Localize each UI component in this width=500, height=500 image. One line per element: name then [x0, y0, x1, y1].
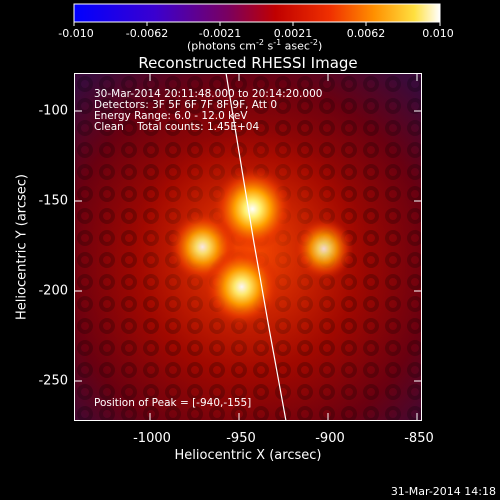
x-tick-label: -950	[226, 431, 256, 446]
colorbar-tick-label: -0.0021	[198, 27, 242, 40]
colorbar	[73, 3, 441, 26]
heatmap-plot	[74, 73, 422, 421]
colorbar-tick-label: 0.0021	[273, 27, 313, 40]
colorbar-units-label: (photons cm-2 s-1 asec-2)	[187, 38, 323, 53]
y-axis-label: Heliocentric Y (arcsec)	[14, 174, 30, 320]
annotation-time-range: 30-Mar-2014 20:11:48.000 to 20:14:20.000	[94, 88, 323, 100]
x-tick-label: -900	[315, 431, 345, 446]
colorbar-tick-label: -0.0062	[125, 27, 169, 40]
chart-title: Reconstructed RHESSI Image	[138, 54, 358, 72]
annotation-peak-position: Position of Peak = [-940,-155]	[94, 397, 252, 409]
solar-limb-line	[225, 73, 287, 421]
emission-source	[212, 166, 293, 251]
colorbar-tick-label: 0.010	[422, 27, 454, 40]
x-tick-label: -1000	[133, 431, 171, 446]
emission-source	[204, 247, 280, 327]
x-axis-label: Heliocentric X (arcsec)	[174, 448, 322, 463]
colorbar-tick-label: -0.010	[58, 27, 94, 40]
x-tick-label: -850	[404, 431, 434, 446]
colorbar-tick-label: 0.0062	[346, 27, 386, 40]
y-tick-label: -200	[38, 283, 68, 299]
emission-source	[294, 217, 354, 280]
plot-tick-marks	[74, 73, 422, 421]
y-tick-label: -150	[38, 193, 68, 209]
y-tick-label: -100	[38, 103, 68, 119]
footer-timestamp: 31-Mar-2014 14:18	[390, 485, 496, 498]
y-tick-label: -250	[38, 373, 68, 389]
annotation-detectors: Detectors: 3F 5F 6F 7F 8F 9F, Att 0	[94, 99, 278, 111]
colorbar-tick-marks	[73, 22, 441, 26]
annotation-energy-range: Energy Range: 6.0 - 12.0 keV	[94, 110, 248, 122]
colorbar-gradient	[73, 3, 441, 23]
plot-frame	[74, 73, 422, 421]
annotation-total-counts: Clean Total counts: 1.45E+04	[94, 121, 260, 133]
